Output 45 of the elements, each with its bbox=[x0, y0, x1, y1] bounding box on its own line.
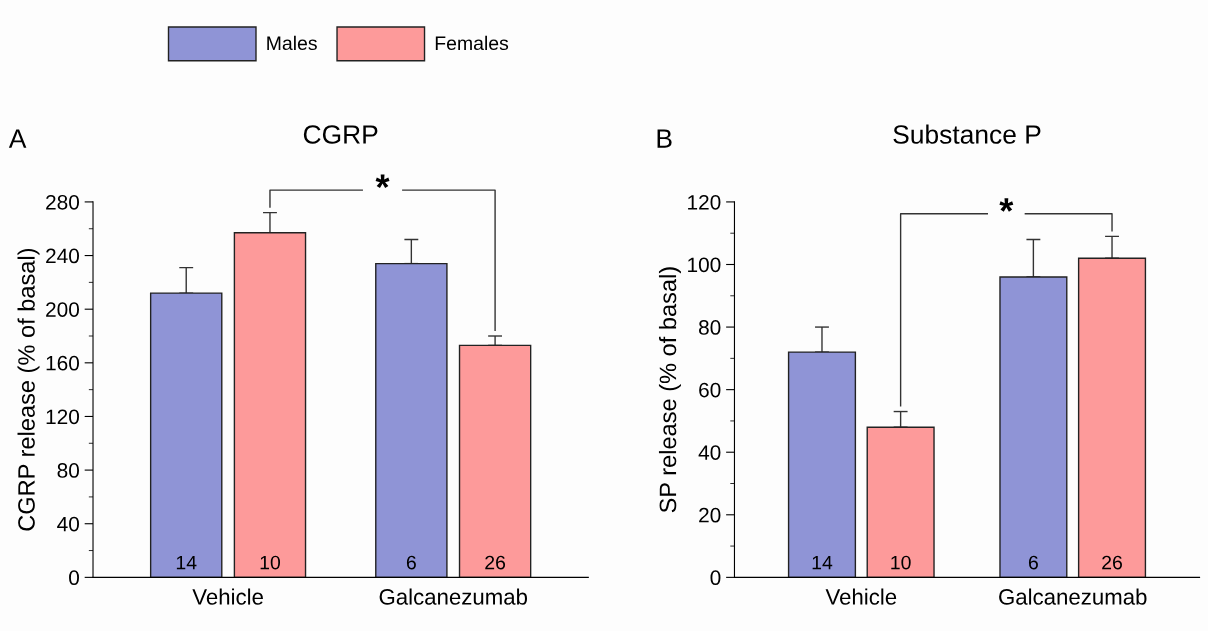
annotation: 6 bbox=[1028, 555, 1038, 570]
annotation: 10 bbox=[891, 555, 911, 570]
x-tick-label: Galcanezumab bbox=[999, 588, 1147, 605]
y-tick-label: 0 bbox=[69, 570, 80, 586]
y-tick-label: 40 bbox=[698, 445, 721, 460]
y-tick-label: 200 bbox=[46, 302, 80, 317]
bar bbox=[458, 344, 532, 578]
bar bbox=[866, 426, 935, 578]
x-tick-label: Vehicle bbox=[825, 588, 897, 605]
chart-title: CGRP bbox=[303, 125, 378, 144]
y-tick-label: 0 bbox=[710, 570, 721, 586]
text: * bbox=[375, 174, 390, 189]
text: B bbox=[657, 129, 672, 148]
y-tick-label: 80 bbox=[699, 320, 721, 335]
y-tick-label: 120 bbox=[688, 194, 721, 210]
annotation: 26 bbox=[485, 555, 506, 570]
y-tick-label: 120 bbox=[46, 409, 80, 425]
y-axis-title: CGRP release (% of basal) bbox=[17, 248, 40, 531]
y-axis-title: SP release (% of basal) bbox=[658, 267, 681, 513]
bar bbox=[375, 262, 448, 578]
chart-title: Substance P bbox=[893, 124, 1041, 144]
y-tick-label: 80 bbox=[57, 463, 80, 478]
annotation: 14 bbox=[812, 555, 833, 570]
y-tick-label: 160 bbox=[46, 355, 80, 371]
y-tick-label: 40 bbox=[57, 516, 80, 532]
y-tick-label: 100 bbox=[688, 257, 721, 273]
legend-label: Females bbox=[435, 35, 509, 51]
y-tick-label: 280 bbox=[46, 194, 80, 210]
y-tick-label: 20 bbox=[699, 507, 721, 523]
bar bbox=[1077, 257, 1147, 578]
bar bbox=[787, 351, 857, 578]
y-tick-label: 60 bbox=[699, 382, 721, 398]
annotation: 26 bbox=[1102, 555, 1122, 570]
bar bbox=[233, 232, 307, 578]
annotation: 6 bbox=[406, 555, 416, 570]
annotation: * bbox=[999, 198, 1014, 212]
text: A bbox=[8, 129, 27, 148]
bar bbox=[999, 276, 1068, 578]
annotation: 14 bbox=[176, 555, 197, 570]
legend-label: Males bbox=[267, 35, 317, 51]
x-tick-label: Vehicle bbox=[192, 588, 263, 605]
annotation: 10 bbox=[260, 555, 281, 570]
y-tick-label: 240 bbox=[46, 248, 80, 264]
bar bbox=[149, 292, 223, 578]
x-tick-label: Galcanezumab bbox=[379, 588, 528, 605]
